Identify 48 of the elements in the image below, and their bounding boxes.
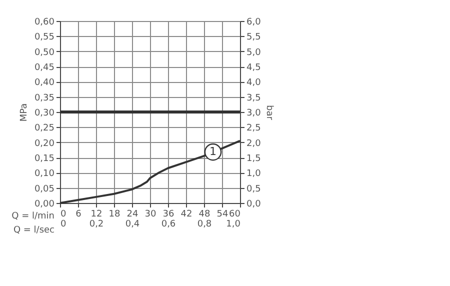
y-tick-label: 0,05: [34, 184, 54, 194]
x-axis-title: Q = l/min: [12, 212, 54, 222]
y-axis-title: MPa: [19, 103, 30, 122]
x2-tick-label: 0,8: [197, 220, 212, 230]
x2-tick-label: 0,4: [125, 220, 140, 230]
y-tick-label: 0,45: [34, 63, 54, 73]
x-tick-label: 30: [144, 210, 156, 220]
y2-tick-label: 3,0: [246, 108, 262, 118]
y2-tick-label: 2,5: [246, 124, 261, 134]
x2-axis-title: Q = l/sec: [13, 226, 55, 236]
y2-tick-label: 5,5: [246, 32, 261, 43]
y2-tick-label: 2,0: [246, 138, 262, 149]
y-tick-label: 0,10: [34, 169, 55, 180]
y-tick-label: 0,00: [34, 200, 55, 210]
y2-tick-label: 0,0: [246, 200, 262, 210]
y-tick-label: 0,40: [34, 78, 55, 88]
y-tick-label: 0,60: [34, 18, 55, 28]
y-tick-label: 0,55: [34, 32, 54, 43]
y2-tick-label: 5,0: [246, 48, 262, 58]
y2-tick-label: 4,5: [246, 63, 261, 73]
y2-tick-label: 0,5: [246, 184, 261, 194]
x2-tick-label: 0,2: [89, 220, 104, 230]
y-tick-label: 0,30: [34, 108, 55, 118]
x-tick-label: 48: [198, 210, 210, 220]
y-tick-label: 0,25: [34, 124, 54, 134]
x2-tick-label: 1,0: [226, 220, 241, 230]
y-tick-label: 0,35: [34, 93, 54, 104]
y2-tick-label: 4,0: [246, 78, 262, 88]
x-tick-label: 24: [126, 210, 138, 220]
y2-tick-label: 3,5: [246, 93, 261, 104]
x-tick-label: 18: [108, 210, 120, 220]
x2-tick-label: 0: [60, 220, 66, 230]
y2-tick-label: 1,0: [246, 169, 262, 180]
y2-tick-label: 6,0: [246, 18, 262, 28]
y-tick-label: 0,20: [34, 138, 55, 149]
y-tick-label: 0,50: [34, 48, 55, 58]
x-tick-label: 54: [216, 210, 228, 220]
x-tick-label: 12: [90, 210, 102, 220]
y2-tick-label: 1,5: [246, 154, 261, 164]
x-tick-label: 42: [180, 210, 192, 220]
y2-axis-title: bar: [264, 105, 274, 120]
x2-tick-label: 0,6: [161, 220, 176, 230]
x-tick-label: 36: [162, 210, 174, 220]
annotation: 1: [210, 145, 216, 158]
y-tick-label: 0,15: [34, 154, 54, 164]
x-tick-label: 60: [229, 210, 241, 220]
x-tick-label: 6: [76, 210, 82, 220]
x-tick-label: 0: [60, 210, 66, 220]
